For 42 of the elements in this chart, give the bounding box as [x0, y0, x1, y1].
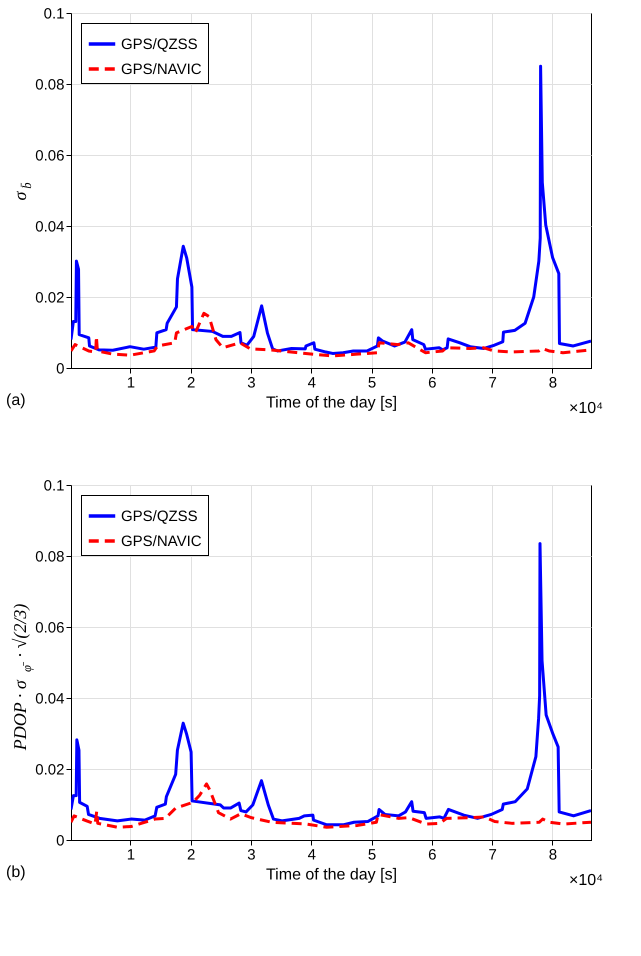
y-tick-label: 0.04: [35, 690, 64, 708]
x-tick-label: 5: [368, 374, 376, 392]
x-axis-title: Time of the day [s]: [266, 394, 398, 412]
x-tick-label: 1: [126, 846, 136, 864]
legend-label: GPS/NAVIC: [121, 533, 202, 550]
y-tick-label: 0.02: [35, 762, 64, 778]
y-tick-label: 0.1: [44, 478, 64, 494]
x-tick-label: 6: [428, 846, 437, 864]
text: ×10⁴: [568, 872, 604, 889]
x-tick-label: 7: [488, 374, 497, 392]
x-tick-label: 6: [428, 374, 437, 392]
legend-label: GPS/NAVIC: [121, 61, 202, 78]
text: (b): [6, 864, 26, 881]
x-tick-label: 3: [247, 374, 256, 392]
y-tick-label: 0.08: [35, 76, 64, 94]
legend-label: GPS/QZSS: [121, 508, 198, 525]
x-tick-label: 8: [548, 846, 558, 864]
line-series: [71, 782, 591, 829]
x-tick-label: 3: [247, 846, 256, 864]
x-tick-label: 5: [368, 846, 376, 864]
x-tick-label: 8: [548, 374, 558, 392]
x-tick-label: 2: [187, 374, 196, 392]
y-tick-label: 0.1: [44, 6, 64, 22]
y-tick-label: 0.04: [35, 218, 64, 236]
x-tick-label: 2: [187, 846, 196, 864]
y-tick-label: 0.08: [35, 548, 64, 566]
x-tick-label: 4: [308, 846, 316, 864]
y-axis-title: σb̄: [10, 182, 34, 200]
y-tick-label: 0: [56, 832, 64, 850]
y-tick-label: 0.02: [35, 290, 64, 306]
y-tick-label: 0: [56, 360, 64, 378]
y-tick-label: 0.06: [35, 148, 64, 164]
x-tick-label: 1: [126, 374, 136, 392]
y-tick-label: 0.06: [35, 620, 64, 636]
x-tick-label: 4: [308, 374, 316, 392]
line-series: [71, 64, 591, 355]
legend-label: GPS/QZSS: [121, 36, 198, 53]
y-axis-title: PDOP · σφ̄ · √(2/3): [10, 604, 34, 752]
text: ×10⁴: [568, 400, 604, 417]
x-axis-title: Time of the day [s]: [266, 866, 398, 884]
x-tick-label: 7: [488, 846, 497, 864]
text: (a): [6, 392, 26, 409]
